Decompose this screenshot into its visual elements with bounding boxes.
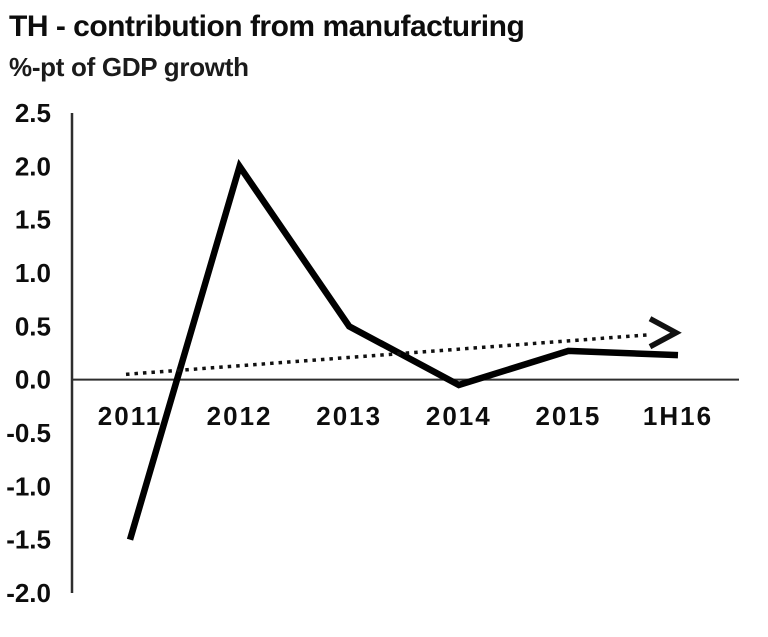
series-line-manufacturing: [126, 158, 679, 541]
y-tick-label: -2.0: [6, 578, 51, 608]
chart-unit-label: %-pt of GDP growth: [9, 52, 249, 82]
y-tick-label: 2.5: [15, 98, 51, 128]
x-tick-label: 2015: [535, 401, 601, 431]
trend-arrow-icon: [648, 316, 682, 350]
y-tick-label: 2.0: [15, 151, 51, 181]
y-tick-label: 0.0: [15, 365, 51, 395]
y-tick-label: 0.5: [15, 311, 51, 341]
y-tick-label: -1.5: [6, 525, 51, 555]
y-tick-label: -0.5: [6, 418, 51, 448]
y-tick-label: 1.0: [15, 258, 51, 288]
x-tick-label: 2011: [98, 401, 162, 431]
x-tick-label: 2012: [207, 401, 273, 431]
x-tick-label: 1H16: [643, 401, 713, 431]
trend-line-dotted: [125, 332, 651, 377]
y-tick-label: 1.5: [15, 205, 51, 235]
chart-title: TH - contribution from manufacturing: [9, 10, 525, 43]
y-tick-label: -1.0: [6, 471, 51, 501]
x-tick-label: 2013: [316, 401, 382, 431]
x-tick-label: 2014: [426, 401, 492, 431]
